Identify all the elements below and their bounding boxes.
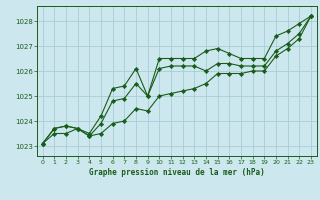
X-axis label: Graphe pression niveau de la mer (hPa): Graphe pression niveau de la mer (hPa) [89,168,265,177]
